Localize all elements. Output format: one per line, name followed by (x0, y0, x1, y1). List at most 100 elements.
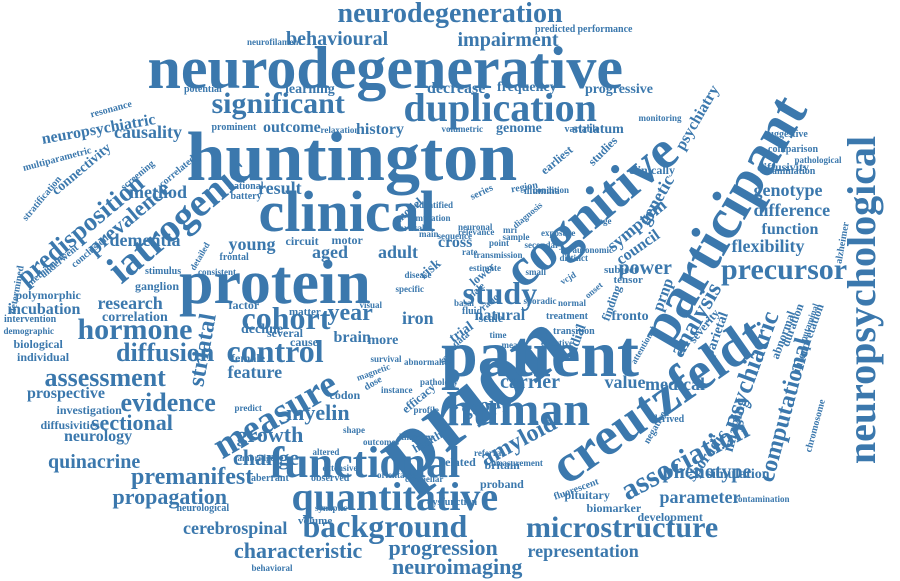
cloud-word: assessment (44, 363, 166, 392)
cloud-word: outcome (263, 119, 321, 136)
cloud-word: transmission (473, 249, 523, 260)
cloud-word: impairment (457, 29, 559, 51)
cloud-word: brain (333, 329, 371, 346)
cloud-word: onset (582, 279, 605, 300)
cloud-word: parameter (659, 487, 741, 507)
cloud-word: relevance (458, 226, 495, 237)
cloud-word: aged (312, 242, 348, 262)
cloud-word: normal (558, 297, 586, 308)
cloud-word: change (233, 445, 299, 470)
cloud-word: result (258, 178, 302, 198)
cloud-word: biomarker (586, 501, 642, 515)
cloud-word: fluid (462, 306, 483, 317)
cloud-word: britain (484, 458, 520, 472)
cloud-word: female (231, 351, 265, 365)
cloud-word: propagation (112, 484, 228, 509)
cloud-word: neurology (64, 428, 133, 445)
cloud-word: growth (236, 422, 304, 447)
cloud-word: instance (381, 384, 413, 395)
cloud-word: potential (184, 84, 222, 95)
cloud-word: transition (553, 326, 595, 337)
cloud-word: simulation (706, 467, 770, 482)
cloud-word: time (489, 329, 507, 340)
cloud-word: difference (753, 200, 831, 220)
cloud-word: derived (652, 414, 685, 425)
cloud-word: cause (290, 335, 318, 349)
cloud-word: sporadic (523, 295, 557, 306)
cloud-word: background (302, 508, 468, 544)
cloud-word: iron (402, 308, 434, 328)
cloud-word: altered (312, 446, 340, 457)
cloud-word: battery (230, 191, 262, 202)
cloud-word: diffusion (116, 338, 215, 367)
cloud-word: proband (480, 477, 524, 491)
cloud-word: matter (289, 305, 321, 318)
cloud-word: kingdom (399, 431, 434, 442)
cloud-word: circuit (285, 234, 319, 248)
cloud-word: microstructure (526, 511, 719, 544)
cloud-word: variable (564, 124, 600, 135)
cloud-word: volume (298, 514, 333, 527)
cloud-word: natural (474, 307, 526, 324)
cloud-word: adult (378, 242, 419, 262)
cloud-word: predict (234, 402, 262, 413)
cloud-word: national (228, 181, 264, 192)
cloud-word: feature (227, 362, 283, 382)
cloud-word: prospective (27, 385, 105, 402)
cloud-word: profile (413, 404, 439, 415)
cloud-word: behavioural (286, 28, 389, 50)
cloud-word: distinct (559, 252, 589, 263)
cloud-word: functional (269, 438, 461, 487)
cloud-word: incubation (7, 301, 81, 318)
cloud-word: performance (577, 24, 633, 35)
cloud-word: myelin (286, 400, 350, 425)
cloud-word: earliest (537, 142, 575, 178)
cloud-word: estimate (469, 262, 501, 273)
cloud-word: basal (454, 297, 475, 308)
cloud-word: shape (343, 424, 366, 435)
cloud-word: cambridge (233, 452, 275, 463)
cloud-word: precursor (721, 253, 848, 286)
cloud-word: quinacrine (48, 451, 141, 473)
cloud-word: more (367, 333, 399, 348)
cloud-word: patient (441, 318, 639, 391)
cloud-word: orientated (377, 469, 417, 480)
cloud-word: cortical (395, 222, 425, 233)
cloud-word: prominent (211, 122, 257, 133)
cloud-word: stratification (19, 174, 64, 224)
cloud-word: cross (438, 234, 473, 251)
cloud-word: investigation (56, 403, 122, 417)
cloud-word: quantitative (291, 474, 499, 519)
cloud-word: dysfunction (427, 497, 478, 508)
cloud-word: contamination (734, 493, 790, 504)
cloud-word: pathological (794, 154, 842, 165)
cloud-word: research (97, 293, 163, 313)
cloud-word: significant (211, 87, 345, 120)
cloud-word: diffusivity (757, 160, 810, 174)
cloud-word: decrease (427, 80, 486, 97)
cloud-word: neurological (176, 503, 230, 514)
cloud-word: neurodegeneration (337, 0, 563, 29)
cloud-word: phenotype (662, 461, 752, 483)
cloud-word: clinically (629, 163, 675, 177)
cloud-word: intervention (4, 314, 57, 325)
cloud-word: consistent (198, 266, 236, 277)
cloud-word: cerebellar (405, 473, 444, 484)
cloud-word: abnormality (404, 356, 452, 367)
cloud-word: frequency (497, 80, 557, 95)
cloud-word: stimulus (145, 266, 182, 277)
cloud-word: mean (501, 339, 523, 350)
cloud-word: effective (541, 337, 573, 348)
cloud-word: clinical (258, 179, 436, 244)
cloud-word: ganglion (135, 279, 180, 293)
cloud-word: duplication (403, 85, 597, 130)
cloud-word: diffusivities (40, 418, 100, 432)
cloud-word: polymorphic (15, 288, 81, 302)
cloud-word: scale (478, 311, 504, 325)
cloud-word: visual (359, 299, 383, 310)
cloud-word: neurodegenerative (147, 35, 623, 101)
cloud-word: human (446, 383, 591, 436)
cloud-word: striatum (572, 122, 624, 137)
cloud-word: related (440, 455, 476, 469)
cloud-word: several (267, 326, 303, 340)
